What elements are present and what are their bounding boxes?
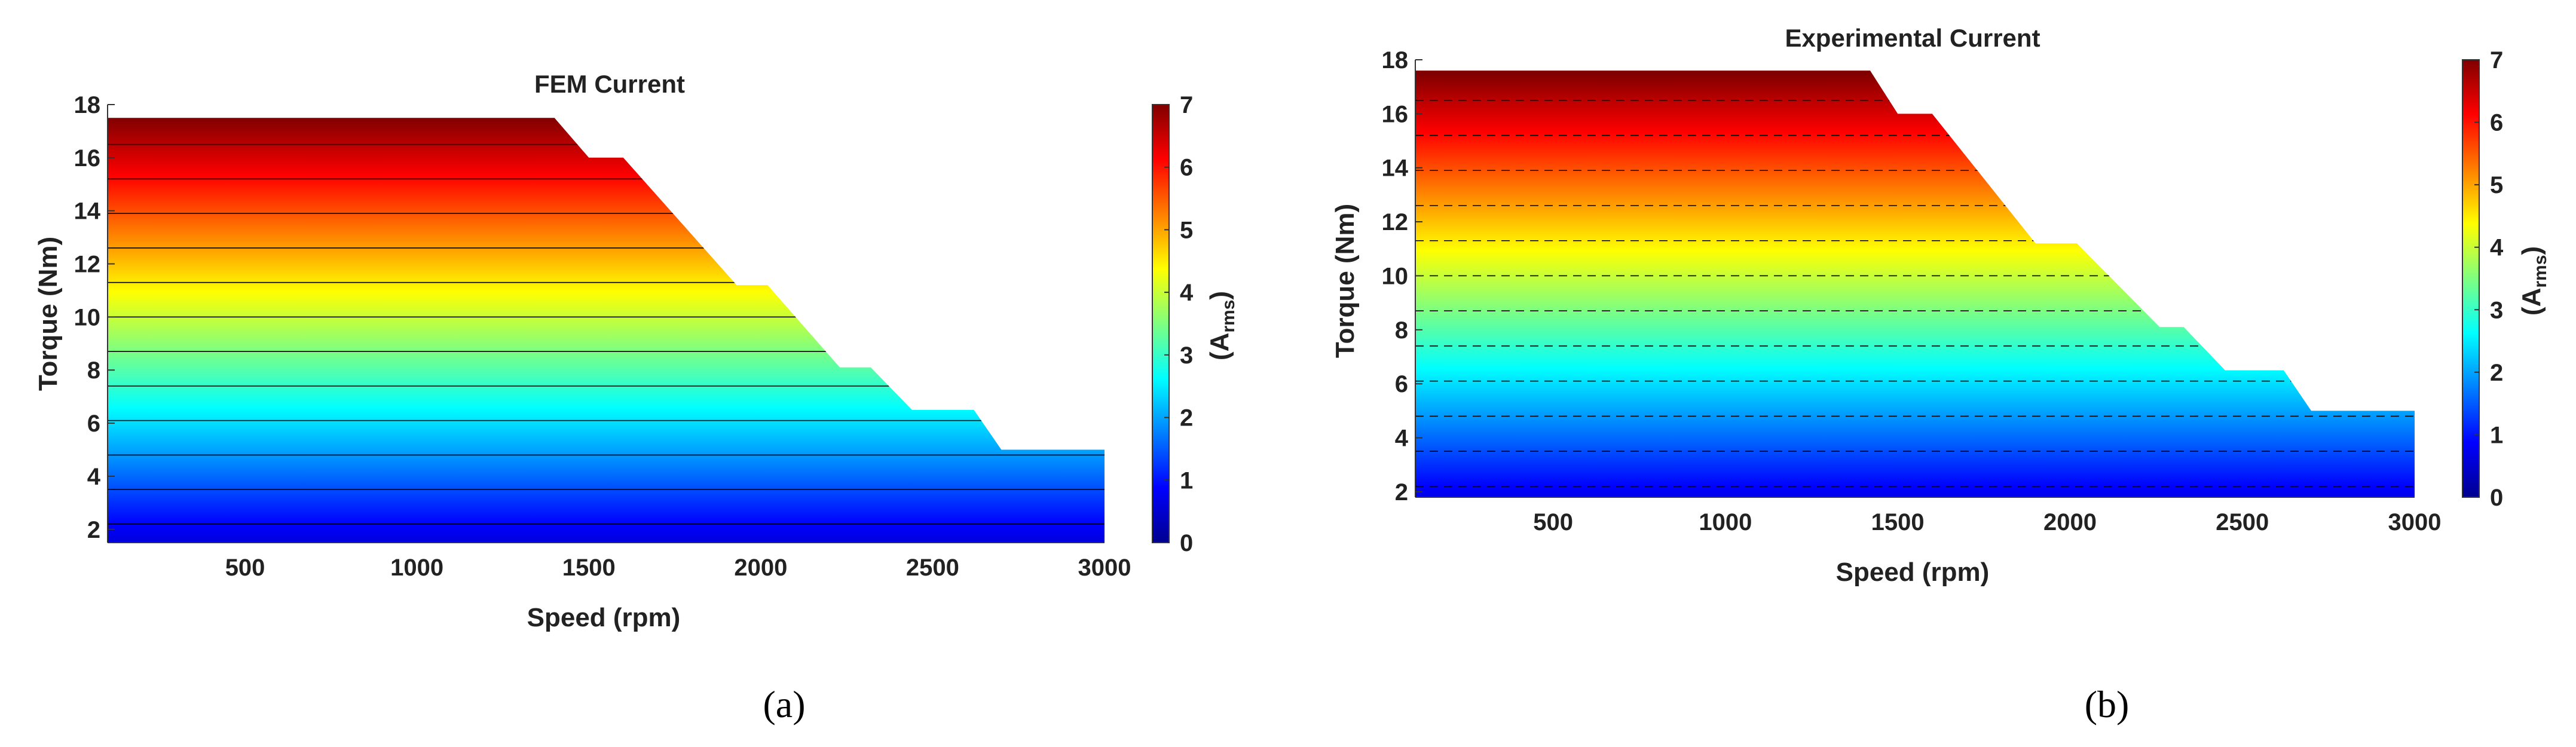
colorbar-tick-label: 4 xyxy=(1180,280,1194,306)
y-tick-label: 6 xyxy=(87,411,100,437)
colorbar xyxy=(2462,59,2480,498)
colorbar-tick-label: 4 xyxy=(2490,235,2504,261)
y-tick-labels: 2 4 6 8 10 12 14 16 18 xyxy=(74,92,115,543)
y-tick-label: 8 xyxy=(1395,317,1408,344)
x-tick-label: 2000 xyxy=(734,555,787,581)
y-tick-label: 12 xyxy=(1382,209,1409,235)
colorbar-tick-label: 6 xyxy=(2490,110,2503,136)
y-tick-label: 18 xyxy=(1382,47,1409,74)
x-tick-label: 1000 xyxy=(390,555,443,581)
x-tick-label: 2500 xyxy=(906,555,959,581)
y-tick-label: 4 xyxy=(1395,425,1409,452)
x-tick-label: 2000 xyxy=(2043,509,2097,535)
x-axis-label: Speed (rpm) xyxy=(1836,558,1990,587)
x-tick-labels: 500 1000 1500 2000 2500 3000 xyxy=(1533,509,2441,535)
x-tick-label: 3000 xyxy=(2388,509,2442,535)
colorbar-tick-label: 6 xyxy=(1180,155,1193,181)
y-tick-label: 4 xyxy=(87,464,101,490)
colorbar-tick-label: 2 xyxy=(1180,405,1193,431)
colorbar-label: (Arms) xyxy=(2517,246,2550,316)
panel-label-a: (a) xyxy=(763,683,805,725)
colorbar-tick-label: 7 xyxy=(1180,92,1193,118)
x-tick-label: 500 xyxy=(1533,509,1573,535)
x-tick-label: 500 xyxy=(225,555,265,581)
y-tick-label: 16 xyxy=(74,145,101,172)
colorbar-tick-labels: 0 1 2 3 4 5 6 7 xyxy=(1164,92,1194,556)
y-tick-label: 2 xyxy=(1395,479,1408,506)
panel-a-chart: FEM Current 500 1000 1500 2000 2500 3000 2 4 6 8… xyxy=(33,70,1238,632)
y-tick-label: 2 xyxy=(87,517,100,543)
x-tick-label: 1000 xyxy=(1699,509,1752,535)
chart-title: FEM Current xyxy=(534,70,685,98)
colorbar-tick-label: 1 xyxy=(2490,422,2503,448)
x-tick-label: 2500 xyxy=(2216,509,2269,535)
y-tick-label: 10 xyxy=(74,304,101,330)
colorbar-tick-label: 5 xyxy=(2490,172,2503,198)
colorbar-tick-label: 7 xyxy=(2490,47,2503,74)
colorbar-tick-label: 3 xyxy=(2490,297,2503,323)
x-tick-label: 1500 xyxy=(1871,509,1925,535)
y-axis-label: Torque (Nm) xyxy=(33,237,63,391)
y-tick-labels: 2 4 6 8 10 12 14 16 18 xyxy=(1382,47,1422,506)
y-tick-label: 16 xyxy=(1382,101,1409,127)
colorbar-tick-label: 1 xyxy=(1180,467,1193,494)
y-tick-label: 6 xyxy=(1395,371,1408,397)
heatmap-field xyxy=(108,118,1105,543)
colorbar-tick-label: 0 xyxy=(1180,530,1193,556)
colorbar-tick-labels: 0 1 2 3 4 5 6 7 xyxy=(2474,47,2504,511)
colorbar-tick-label: 3 xyxy=(1180,342,1193,369)
x-axis-label: Speed (rpm) xyxy=(527,603,681,632)
x-tick-label: 3000 xyxy=(1078,555,1131,581)
colorbar-tick-label: 5 xyxy=(1180,217,1193,243)
y-tick-label: 12 xyxy=(74,252,101,278)
panel-label-b: (b) xyxy=(2085,683,2130,725)
heatmap-field xyxy=(1415,71,2415,498)
y-tick-label: 10 xyxy=(1382,263,1409,289)
colorbar-label: (Arms) xyxy=(1205,291,1238,360)
panel-b-chart: Experimental Current 500 1000 1500 2000 2500… xyxy=(1330,24,2550,587)
colorbar xyxy=(1152,104,1170,543)
x-tick-labels: 500 1000 1500 2000 2500 3000 xyxy=(225,555,1131,581)
x-tick-label: 1500 xyxy=(562,555,616,581)
y-tick-label: 14 xyxy=(74,198,101,225)
y-tick-label: 14 xyxy=(1382,155,1409,182)
y-tick-label: 18 xyxy=(74,92,101,118)
colorbar-tick-label: 2 xyxy=(2490,360,2503,386)
chart-title: Experimental Current xyxy=(1785,24,2040,52)
y-tick-label: 8 xyxy=(87,357,100,384)
y-axis-label: Torque (Nm) xyxy=(1330,204,1360,358)
colorbar-tick-label: 0 xyxy=(2490,485,2503,511)
